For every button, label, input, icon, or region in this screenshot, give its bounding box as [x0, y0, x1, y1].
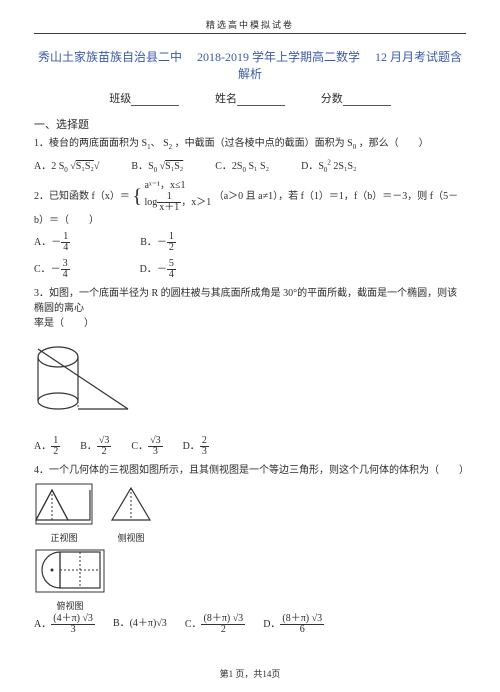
q1-s2sub: 2: [169, 143, 173, 151]
q4-choice-d: D．(8＋π) √36: [263, 614, 324, 635]
q3-stem-a: 3．如图，一个底面半径为: [34, 288, 149, 299]
question-1: 1．棱台的两底面面积为 S1、 S2 ，中截面（过各棱中点的截面）面积为 S0 …: [34, 136, 466, 153]
q4-front-view: 正视图: [34, 482, 94, 544]
section-1-heading: 一、选择题: [34, 116, 466, 132]
q3-choice-d: D．23: [183, 436, 209, 457]
q3-choices: A．12 B．√32 C．√33 D．23: [34, 436, 466, 457]
q2-choices: A．－14 B．－12: [34, 232, 466, 253]
q4-choice-b: B．(4＋π)√3: [113, 614, 167, 635]
q3-choice-b: B．√32: [80, 436, 111, 457]
q4-cap-top: 俯视图: [34, 599, 106, 612]
blank-class[interactable]: [131, 95, 179, 106]
exam-title: 秀山土家族苗族自治县二中 2018-2019 学年上学期高二数学 12 月月考试…: [34, 48, 466, 82]
label-name: 姓名: [215, 93, 237, 105]
page-footer: 第1 页，共14页: [0, 667, 500, 680]
q4-top-view: 俯视图: [34, 548, 106, 612]
q2-piecewise: aˣ⁻¹，x≤1 log1x＋1，x＞1: [144, 180, 211, 213]
q4-stem: 4．一个几何体的三视图如图所示，且其侧视图是一个等边三角形，则这个几何体的体积为…: [34, 465, 469, 476]
running-header: 精选高中模拟试卷: [34, 18, 466, 31]
blank-score[interactable]: [343, 95, 391, 106]
q2-choice-b: B．－12: [140, 232, 176, 253]
q2-choices-2: C．－34 D．－54: [34, 259, 466, 280]
question-2: 2．已知函数 f（x）＝ { aˣ⁻¹，x≤1 log1x＋1，x＞1 （a＞0…: [34, 180, 466, 228]
label-score: 分数: [321, 93, 343, 105]
q1-stem-a: 1．棱台的两底面面积为: [34, 138, 139, 149]
title-school: 秀山土家族苗族自治县二中: [38, 50, 182, 64]
q1-choice-c: C．2S0 S₁ S₂: [215, 157, 269, 174]
q1-s0sub: 0: [353, 143, 357, 151]
q4-cap-side: 侧视图: [108, 531, 154, 544]
q2-piece1: aˣ⁻¹，x≤1: [144, 180, 211, 192]
title-year: 2018-2019: [197, 50, 249, 64]
q3-choice-c: C．√33: [131, 436, 162, 457]
q1-choices: A．2 S0 √S₁S₂√ B．S0 √S₁S₂ C．2S0 S₁ S₂ D．S…: [34, 157, 466, 174]
q1-stem-c: ，那么（ ）: [359, 138, 429, 149]
q2-choice-c: C．－34: [34, 259, 70, 280]
question-3: 3．如图，一个底面半径为 R 的圆柱被与其底面所成角是 30°的平面所截，截面是…: [34, 286, 466, 331]
title-term: 学年上学期高二数学: [252, 50, 360, 64]
q4-choice-a: A．(4＋π) √33: [34, 614, 95, 635]
q4-side-view: 侧视图: [108, 482, 154, 544]
q1-choice-d: D．S02 2S₁S₂: [301, 157, 356, 174]
q2-piece2: log1x＋1，x＞1: [144, 192, 211, 213]
q4-choice-c: C．(8＋π) √32: [185, 614, 245, 635]
label-class: 班级: [109, 93, 131, 105]
q2-stem-a: 2．已知函数 f（x）＝: [34, 190, 130, 201]
info-line: 班级 姓名 分数: [34, 90, 466, 106]
q1-stem-b: ，中截面（过各棱中点的截面）面积为: [175, 138, 345, 149]
q3-R: R 的圆柱被与其底面所成角是: [152, 288, 281, 299]
q2-choice-d: D．－54: [140, 259, 176, 280]
q1-choice-b: B．S0 √S₁S₂: [131, 157, 183, 174]
q1-choice-a: A．2 S0 √S₁S₂√: [34, 157, 99, 174]
q1-s1sub: 1: [147, 143, 151, 151]
question-4: 4．一个几何体的三视图如图所示，且其侧视图是一个等边三角形，则这个几何体的体积为…: [34, 463, 466, 478]
q4-choices: A．(4＋π) √33 B．(4＋π)√3 C．(8＋π) √32 D．(8＋π…: [34, 614, 466, 635]
q3-figure: [34, 335, 466, 434]
q2-choice-a: A．－14: [34, 232, 70, 253]
q4-cap-front: 正视图: [34, 531, 94, 544]
brace-icon: {: [132, 185, 142, 207]
q3-stem-b: 率是（ ）: [34, 318, 94, 329]
q4-figure: 正视图 侧视图 俯视图: [34, 482, 466, 612]
header-rule: [34, 33, 466, 34]
q3-choice-a: A．12: [34, 436, 60, 457]
blank-name[interactable]: [237, 95, 285, 106]
